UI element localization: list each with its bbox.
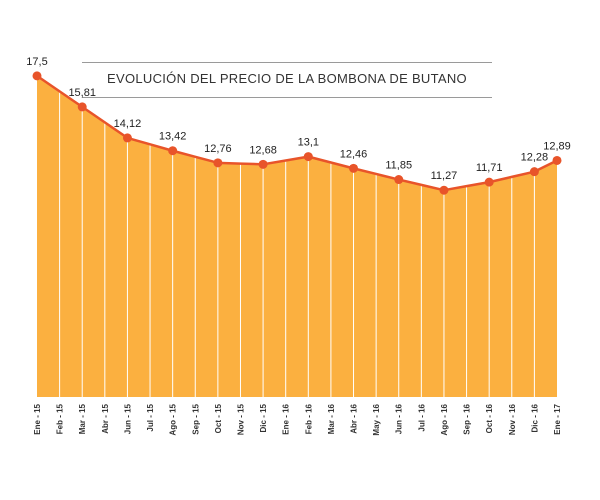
x-tick-label: Jul - 16 xyxy=(417,403,426,431)
data-point xyxy=(529,167,539,177)
x-tick-label: Abr - 16 xyxy=(350,403,359,433)
x-tick-label: Jul - 15 xyxy=(146,403,155,431)
x-tick-label: Abr - 15 xyxy=(101,403,110,433)
x-tick-label: Dic - 15 xyxy=(259,403,268,432)
data-point xyxy=(349,163,359,173)
data-point xyxy=(258,159,268,169)
chart-title: EVOLUCIÓN DEL PRECIO DE LA BOMBONA DE BU… xyxy=(107,71,467,86)
x-tick-label: Ene - 17 xyxy=(553,403,562,434)
data-label: 14,12 xyxy=(114,118,142,130)
x-tick-label: Ago - 16 xyxy=(440,403,449,435)
x-tick-label: Nov - 15 xyxy=(236,403,245,435)
data-label: 12,28 xyxy=(521,152,549,164)
x-tick-label: May - 16 xyxy=(372,403,381,435)
data-point xyxy=(394,175,404,185)
data-label: 17,5 xyxy=(26,56,47,68)
data-point xyxy=(168,146,178,156)
data-point xyxy=(552,155,562,165)
x-tick-label: Sep - 16 xyxy=(463,403,472,434)
x-tick-label: Jun - 15 xyxy=(123,403,132,434)
x-tick-label: Sep - 15 xyxy=(191,403,200,434)
area-fill xyxy=(37,75,557,397)
x-tick-label: Feb - 16 xyxy=(304,403,313,434)
x-tick-label: Dic - 16 xyxy=(530,403,539,432)
data-label: 13,1 xyxy=(298,137,319,149)
data-label: 11,71 xyxy=(476,162,503,174)
x-tick-label: Oct - 15 xyxy=(214,403,223,433)
x-tick-label: Feb - 15 xyxy=(56,403,65,434)
x-tick-label: Mar - 16 xyxy=(327,403,336,434)
x-tick-label: Oct - 16 xyxy=(485,403,494,433)
x-tick-label: Mar - 15 xyxy=(78,403,87,434)
data-label: 12,68 xyxy=(249,144,277,156)
x-tick-label: Ene - 15 xyxy=(33,403,42,434)
data-point xyxy=(213,158,223,168)
data-label: 11,85 xyxy=(385,160,412,172)
x-tick-label: Ene - 16 xyxy=(282,403,291,434)
data-point xyxy=(484,177,494,187)
data-point xyxy=(77,102,87,112)
data-point xyxy=(32,71,42,81)
data-point xyxy=(439,185,449,195)
data-label: 11,27 xyxy=(431,170,458,182)
data-label: 15,81 xyxy=(68,87,96,99)
data-label: 13,42 xyxy=(159,131,187,143)
x-tick-label: Jun - 16 xyxy=(395,403,404,434)
x-tick-label: Nov - 16 xyxy=(508,403,517,435)
data-point xyxy=(303,152,313,162)
data-label: 12,76 xyxy=(204,143,232,155)
data-label: 12,46 xyxy=(340,148,368,160)
data-point xyxy=(122,133,132,143)
chart-title-frame: EVOLUCIÓN DEL PRECIO DE LA BOMBONA DE BU… xyxy=(82,62,492,98)
x-tick-label: Ago - 15 xyxy=(169,403,178,435)
data-label: 12,89 xyxy=(543,140,571,152)
series-line xyxy=(36,74,558,192)
